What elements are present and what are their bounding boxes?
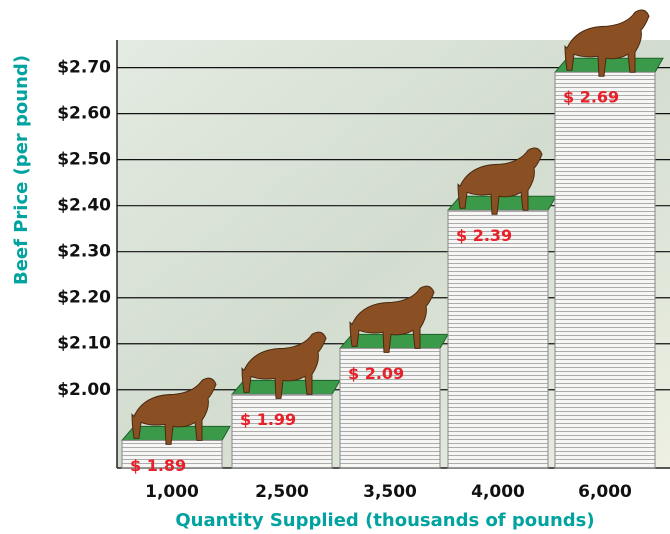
- x-tick-label: 3,500: [363, 482, 417, 502]
- value-label: $ 2.09: [348, 364, 404, 383]
- cow: [564, 9, 650, 77]
- bar: [339, 347, 441, 469]
- cow-body: [564, 9, 650, 77]
- bar: [231, 393, 333, 469]
- cow-body: [131, 377, 217, 445]
- cow-body: [457, 147, 543, 215]
- y-tick-label: $2.70: [57, 58, 111, 78]
- cow-body: [349, 285, 435, 353]
- y-tick-label: $2.60: [57, 104, 111, 124]
- y-tick-label: $2.10: [57, 334, 111, 354]
- value-label: $ 2.69: [563, 88, 619, 107]
- y-tick-label: $2.40: [57, 196, 111, 216]
- value-label: $ 1.99: [240, 410, 296, 429]
- cow: [457, 147, 543, 215]
- cow: [131, 377, 217, 445]
- y-axis-title: Beef Price (per pound): [11, 55, 32, 285]
- value-label: $ 2.39: [456, 226, 512, 245]
- y-tick-label: $2.20: [57, 288, 111, 308]
- cow: [349, 285, 435, 353]
- x-tick-label: 1,000: [145, 482, 199, 502]
- y-tick-label: $2.50: [57, 150, 111, 170]
- bar: [447, 209, 549, 469]
- y-tick-label: $2.30: [57, 242, 111, 262]
- bar: [554, 71, 656, 469]
- bar: [121, 439, 223, 469]
- y-tick-label: $2.00: [57, 380, 111, 400]
- x-tick-label: 4,000: [471, 482, 525, 502]
- x-axis-title: Quantity Supplied (thousands of pounds): [175, 510, 594, 531]
- x-tick-label: 6,000: [578, 482, 632, 502]
- cow: [241, 331, 327, 399]
- value-label: $ 1.89: [130, 456, 186, 475]
- x-tick-label: 2,500: [255, 482, 309, 502]
- cow-body: [241, 331, 327, 399]
